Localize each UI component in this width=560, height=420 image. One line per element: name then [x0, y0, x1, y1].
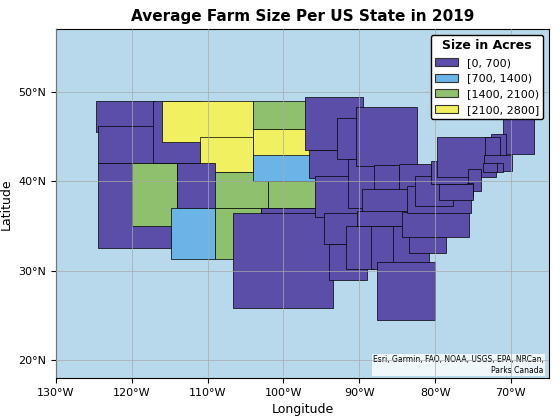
Bar: [337, 118, 384, 159]
Bar: [467, 183, 473, 196]
Bar: [409, 224, 446, 253]
Bar: [347, 226, 374, 269]
Bar: [485, 136, 500, 157]
Bar: [356, 107, 417, 166]
X-axis label: Longitude: Longitude: [271, 403, 334, 416]
Bar: [215, 208, 261, 259]
Bar: [214, 173, 268, 208]
Text: Esri, Garmin, FAO, NOAA, USGS, EPA, NRCan,
Parks Canada: Esri, Garmin, FAO, NOAA, USGS, EPA, NRCa…: [373, 355, 544, 375]
Bar: [483, 163, 497, 173]
Y-axis label: Latitude: Latitude: [0, 178, 13, 229]
Bar: [377, 262, 435, 320]
Bar: [348, 159, 378, 208]
Bar: [468, 169, 482, 191]
Bar: [96, 101, 155, 132]
Bar: [97, 126, 158, 163]
Bar: [371, 226, 398, 269]
Bar: [261, 208, 326, 239]
Bar: [305, 97, 363, 150]
Legend: [0, 700), [700, 1400), [1400, 2100), [2100, 2800]: [0, 700), [700, 1400), [1400, 2100), [21…: [431, 35, 543, 119]
Bar: [315, 176, 366, 217]
Bar: [357, 211, 422, 226]
Bar: [399, 164, 431, 196]
Title: Average Farm Size Per US State in 2019: Average Farm Size Per US State in 2019: [130, 9, 474, 24]
Bar: [374, 165, 399, 201]
Bar: [403, 212, 469, 237]
Bar: [497, 163, 502, 171]
Bar: [253, 129, 311, 159]
Bar: [416, 176, 452, 206]
Bar: [484, 155, 512, 171]
Bar: [393, 226, 429, 267]
Bar: [431, 161, 475, 184]
Bar: [171, 208, 215, 259]
Bar: [268, 181, 324, 208]
Bar: [407, 186, 472, 213]
Bar: [132, 163, 178, 226]
Bar: [153, 101, 200, 163]
Bar: [437, 136, 497, 177]
Bar: [200, 136, 253, 173]
Bar: [324, 213, 362, 244]
Bar: [162, 101, 253, 142]
Bar: [234, 213, 333, 308]
Bar: [253, 101, 309, 129]
Bar: [309, 150, 358, 178]
Bar: [439, 184, 473, 200]
Bar: [491, 134, 506, 157]
Bar: [253, 155, 319, 181]
Bar: [362, 189, 421, 213]
Bar: [99, 163, 176, 248]
Bar: [178, 163, 215, 208]
Bar: [329, 244, 367, 280]
Bar: [502, 114, 534, 154]
